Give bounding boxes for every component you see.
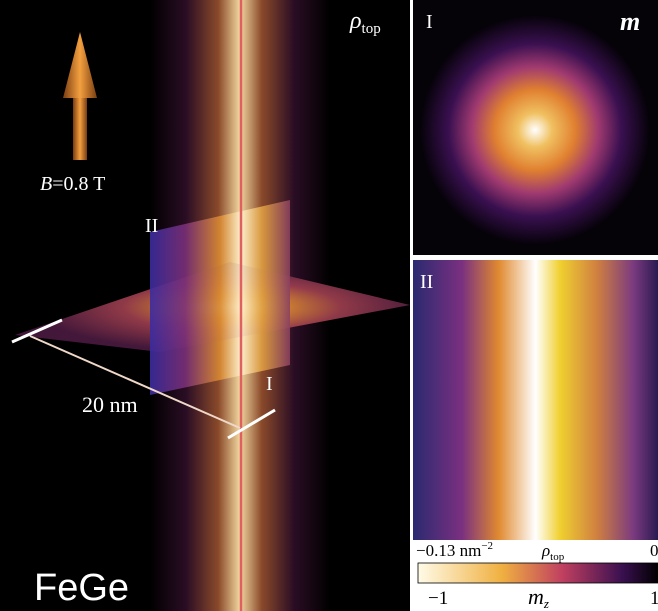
panel-i-label: I	[426, 11, 433, 33]
slice-i-label: I	[266, 373, 273, 395]
mz-max-label: 1	[650, 588, 658, 609]
field-label: B=0.8 T	[40, 173, 105, 195]
field-arrow-shaft	[73, 95, 87, 160]
colorbar	[418, 563, 658, 583]
material-label: FeGe	[34, 567, 129, 609]
rho-max-label: 0	[650, 541, 658, 560]
mz-min-label: −1	[428, 588, 448, 609]
scale-label: 20 nm	[82, 392, 138, 417]
skyrmion-map	[420, 15, 650, 245]
panel-ii-label: II	[420, 271, 433, 293]
figure: ρtop B=0.8 T II I 20 nm FeGe I m II −0.1…	[0, 0, 658, 611]
right-bottom-panel	[413, 260, 658, 540]
slice-ii-label: II	[145, 215, 158, 237]
slice-plane-ii	[150, 200, 290, 395]
m-label: m	[620, 7, 640, 36]
